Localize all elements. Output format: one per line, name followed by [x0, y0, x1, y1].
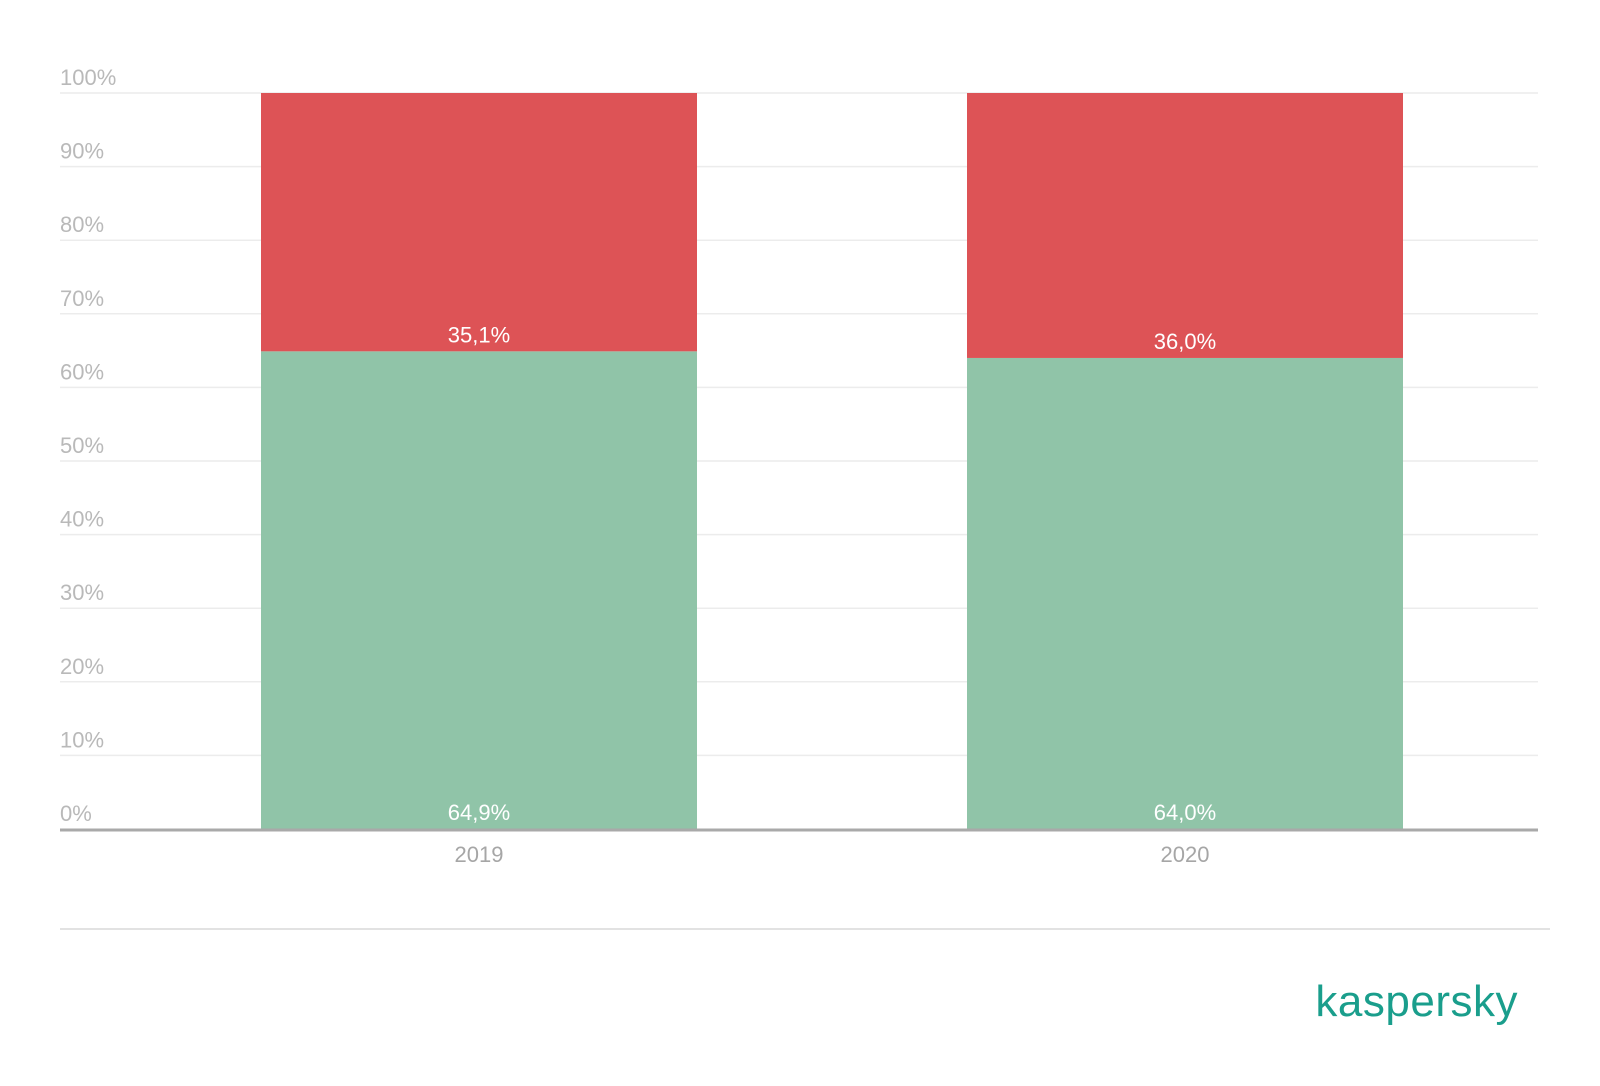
- bar-segment: [261, 351, 697, 829]
- data-label: 35,1%: [448, 322, 510, 347]
- y-tick-label: 100%: [60, 65, 116, 90]
- data-label: 64,9%: [448, 800, 510, 825]
- y-tick-label: 70%: [60, 286, 104, 311]
- y-axis-tick-labels: 0% 10% 20% 30% 40% 50% 60% 70% 80% 90% 100%: [60, 65, 116, 826]
- y-tick-label: 60%: [60, 359, 104, 384]
- y-tick-label: 0%: [60, 801, 92, 826]
- data-labels: 64,9% 35,1% 64,0% 36,0%: [448, 322, 1216, 825]
- bars: [261, 93, 1403, 829]
- bar-segment: [967, 93, 1403, 358]
- x-axis-category-labels: 2019 2020: [455, 842, 1210, 867]
- kaspersky-logo: kaspersky: [1315, 977, 1518, 1026]
- bar-segment: [967, 357, 1403, 829]
- data-label: 36,0%: [1154, 329, 1216, 354]
- y-tick-label: 80%: [60, 212, 104, 237]
- bar-segment: [261, 93, 697, 352]
- footer-divider: [60, 928, 1550, 930]
- y-tick-label: 40%: [60, 507, 104, 532]
- y-tick-label: 20%: [60, 654, 104, 679]
- y-tick-label: 90%: [60, 139, 104, 164]
- x-category-label: 2020: [1161, 842, 1210, 867]
- y-tick-label: 50%: [60, 433, 104, 458]
- data-label: 64,0%: [1154, 800, 1216, 825]
- y-tick-label: 30%: [60, 580, 104, 605]
- y-tick-label: 10%: [60, 727, 104, 752]
- x-category-label: 2019: [455, 842, 504, 867]
